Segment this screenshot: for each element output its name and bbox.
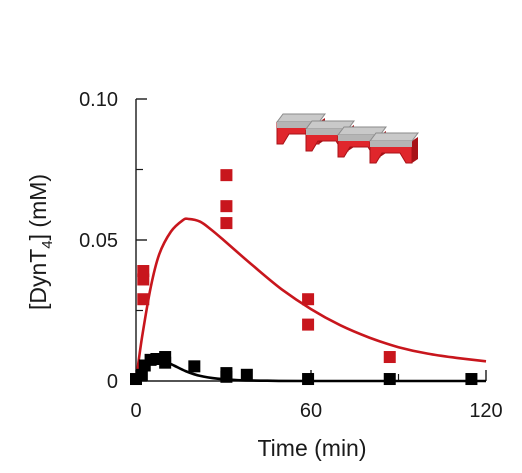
data-point-1 bbox=[465, 373, 478, 386]
y-axis-title-subscript: 4 bbox=[39, 240, 56, 248]
data-point-0 bbox=[302, 293, 315, 306]
x-tick-label: 120 bbox=[469, 400, 502, 422]
y-tick-label: 0.10 bbox=[79, 89, 118, 111]
y-axis-title: [DynT4] (mM) bbox=[25, 174, 56, 310]
fit-line-0 bbox=[134, 217, 487, 382]
data-point-0 bbox=[220, 169, 233, 182]
stacked-red-gray-block-icon bbox=[276, 113, 419, 164]
data-point-1 bbox=[159, 351, 172, 364]
block-cap-band bbox=[277, 122, 319, 128]
block-3 bbox=[369, 132, 419, 164]
x-tick-label: 0 bbox=[130, 400, 141, 422]
block-cap-band bbox=[338, 135, 380, 141]
data-point-0 bbox=[220, 217, 233, 230]
data-point-0 bbox=[137, 265, 150, 278]
data-point-0 bbox=[220, 200, 233, 213]
block-cap-band bbox=[370, 141, 412, 147]
data-point-1 bbox=[240, 368, 253, 381]
block-side bbox=[412, 137, 418, 163]
data-point-0 bbox=[302, 318, 315, 331]
block-cap-band bbox=[306, 129, 348, 135]
data-point-1 bbox=[188, 360, 201, 373]
data-point-1 bbox=[135, 368, 148, 381]
data-points bbox=[130, 169, 478, 386]
y-tick-label: 0.05 bbox=[79, 230, 118, 252]
data-point-1 bbox=[383, 373, 396, 386]
data-point-0 bbox=[383, 351, 396, 364]
data-point-0 bbox=[137, 293, 150, 306]
y-tick-label: 0 bbox=[107, 371, 118, 393]
data-point-1 bbox=[220, 370, 233, 383]
tick-labels: 0 0.05 0.10 0 60 120 bbox=[79, 89, 503, 422]
y-axis-title-prefix: [DynT bbox=[25, 249, 51, 310]
x-tick-label: 60 bbox=[300, 400, 322, 422]
x-axis-title: Time (min) bbox=[257, 435, 366, 461]
block-top bbox=[369, 132, 419, 142]
y-axis-title-suffix: ] (mM) bbox=[25, 174, 51, 240]
data-point-1 bbox=[302, 373, 315, 386]
